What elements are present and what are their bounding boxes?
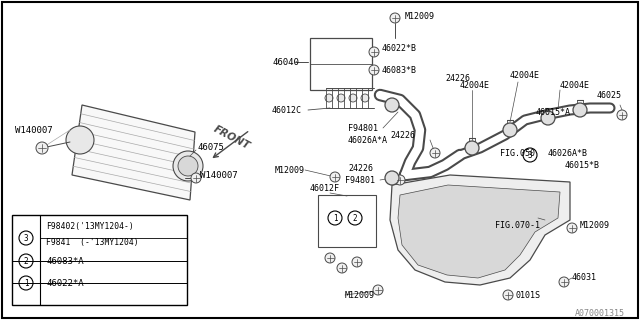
Text: M12009: M12009 (345, 291, 375, 300)
Circle shape (19, 254, 33, 268)
Text: 42004E: 42004E (510, 70, 540, 79)
Text: 24226: 24226 (390, 131, 415, 140)
Text: M12009: M12009 (580, 220, 610, 229)
Text: M12009: M12009 (405, 12, 435, 20)
Text: 46012C: 46012C (272, 106, 302, 115)
Text: 46083*A: 46083*A (46, 257, 84, 266)
Text: 2: 2 (353, 213, 357, 222)
Text: 42004E: 42004E (560, 81, 590, 90)
Circle shape (330, 172, 340, 182)
Circle shape (465, 141, 479, 155)
Circle shape (395, 175, 405, 185)
Text: 1: 1 (24, 278, 28, 287)
Circle shape (325, 253, 335, 263)
Text: 46022*A: 46022*A (46, 278, 84, 287)
Bar (318, 195, 376, 247)
Circle shape (349, 94, 357, 102)
Text: 46015*A: 46015*A (536, 108, 571, 116)
Text: 0101S: 0101S (516, 291, 541, 300)
Circle shape (36, 142, 48, 154)
Circle shape (369, 47, 379, 57)
Polygon shape (390, 175, 570, 285)
Circle shape (567, 223, 577, 233)
Circle shape (191, 173, 201, 183)
Circle shape (361, 94, 369, 102)
Text: 46025: 46025 (597, 91, 622, 100)
Bar (12, 215, 187, 305)
Circle shape (348, 211, 362, 225)
Circle shape (390, 13, 400, 23)
Text: 42004E: 42004E (460, 81, 490, 90)
Circle shape (173, 151, 203, 181)
Text: F98402('13MY1204-): F98402('13MY1204-) (46, 221, 134, 230)
Text: 46022*B: 46022*B (382, 44, 417, 52)
Text: FIG.070-1: FIG.070-1 (495, 220, 540, 229)
Circle shape (523, 148, 537, 162)
Text: 46012F: 46012F (310, 183, 340, 193)
Circle shape (19, 231, 33, 245)
Text: 3: 3 (24, 234, 28, 243)
Bar (310, 38, 372, 90)
Circle shape (385, 98, 399, 112)
Text: W140007: W140007 (15, 125, 52, 134)
Circle shape (328, 211, 342, 225)
Circle shape (617, 110, 627, 120)
Text: F94801: F94801 (348, 124, 378, 132)
Text: 1: 1 (333, 213, 337, 222)
Circle shape (503, 123, 517, 137)
Circle shape (573, 103, 587, 117)
Text: A070001315: A070001315 (575, 308, 625, 317)
Text: 24226: 24226 (348, 164, 373, 172)
Circle shape (66, 126, 94, 154)
Text: 46031: 46031 (572, 274, 597, 283)
Circle shape (559, 277, 569, 287)
Polygon shape (72, 105, 195, 200)
Text: 46083*B: 46083*B (382, 66, 417, 75)
Text: F9841  (-'13MY1204): F9841 (-'13MY1204) (46, 237, 139, 246)
Circle shape (541, 111, 555, 125)
Circle shape (385, 171, 399, 185)
Circle shape (337, 263, 347, 273)
Text: 24226: 24226 (445, 74, 470, 83)
Text: 46040: 46040 (272, 58, 299, 67)
Text: F94801: F94801 (345, 175, 375, 185)
Text: FRONT: FRONT (212, 124, 252, 152)
Circle shape (430, 148, 440, 158)
Text: W140007: W140007 (200, 171, 237, 180)
Circle shape (503, 290, 513, 300)
Circle shape (325, 94, 333, 102)
Circle shape (337, 94, 345, 102)
Circle shape (373, 285, 383, 295)
Circle shape (178, 156, 198, 176)
Circle shape (352, 257, 362, 267)
Text: 46015*B: 46015*B (565, 161, 600, 170)
Text: M12009: M12009 (275, 165, 305, 174)
Text: 46075: 46075 (197, 142, 224, 151)
Polygon shape (398, 185, 560, 278)
Circle shape (19, 276, 33, 290)
Circle shape (369, 65, 379, 75)
Text: FIG.050: FIG.050 (500, 148, 535, 157)
Text: 46026A*A: 46026A*A (348, 135, 388, 145)
Text: 3: 3 (528, 150, 532, 159)
Text: 2: 2 (24, 257, 28, 266)
Text: 46026A*B: 46026A*B (548, 148, 588, 157)
